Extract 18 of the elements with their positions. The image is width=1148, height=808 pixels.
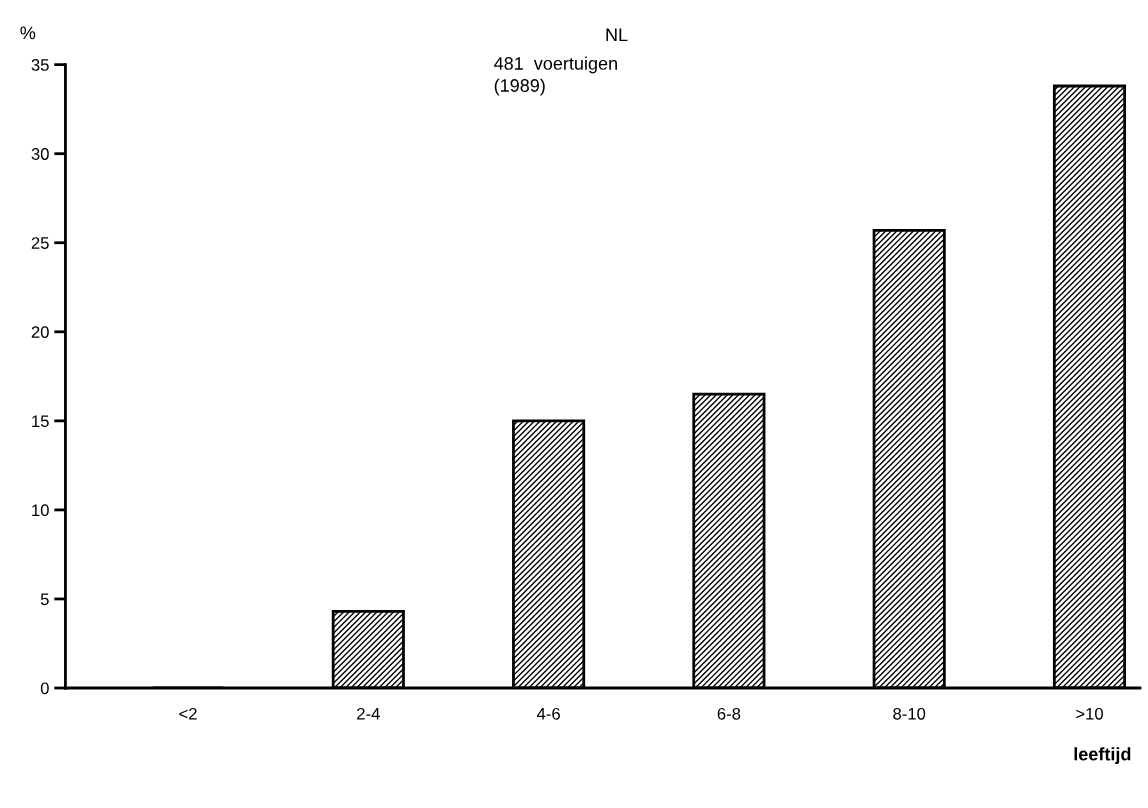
y-tick-label: 35 [31, 59, 49, 71]
y-tick-label: 15 [32, 415, 49, 428]
x-tick-label: 4-6 [536, 707, 560, 720]
y-tick-label: 0 [40, 682, 49, 695]
chart-title: NL [606, 28, 628, 42]
x-axis-title: leeftijd [1074, 747, 1131, 765]
x-tick-label: 2-4 [357, 707, 380, 720]
chart-subtitle: 481 voertuigen (1989) [494, 56, 617, 96]
x-tick-label: >10 [1076, 707, 1103, 720]
y-tick-label: 20 [31, 326, 49, 338]
y-axis-title: % [20, 26, 36, 40]
y-tick-label: 25 [31, 237, 49, 249]
x-tick-label: 8-10 [893, 707, 926, 720]
x-tick-label: 6-8 [717, 707, 741, 720]
y-tick-label: 10 [32, 504, 49, 517]
y-tick-label: 5 [40, 593, 49, 606]
x-tick-label: <2 [179, 707, 197, 720]
y-tick-label: 30 [31, 148, 49, 160]
